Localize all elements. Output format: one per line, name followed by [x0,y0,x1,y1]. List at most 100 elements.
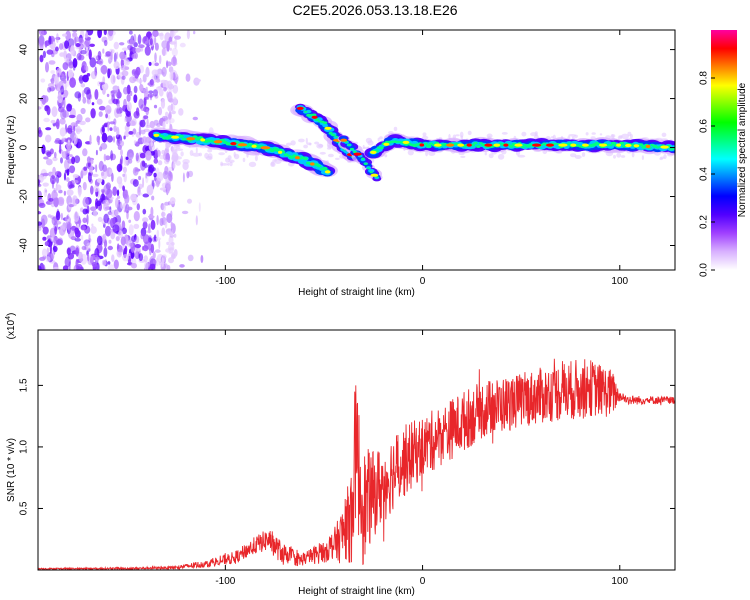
noise-speckle [192,116,198,121]
noise-speckle [55,184,62,191]
halo-speckle [175,148,184,151]
noise-speckle [103,247,108,258]
halo-speckle [591,132,596,135]
noise-speckle [48,60,56,65]
halo-speckle [570,153,577,158]
halo-speckle [204,152,209,159]
noise-speckle [103,213,109,224]
noise-speckle [116,138,120,147]
noise-speckle [103,184,111,195]
noise-speckle [75,43,81,47]
noise-speckle [49,243,53,254]
noise-speckle [90,185,94,195]
noise-speckle [144,260,149,270]
noise-speckle [149,248,152,256]
noise-speckle [86,156,91,164]
noise-speckle [151,195,155,201]
noise-speckle [68,204,75,208]
halo-speckle [365,137,372,144]
noise-speckle [106,93,110,98]
y-tick-label: 20 [19,93,30,105]
noise-speckle [65,30,71,41]
halo-speckle [270,161,275,167]
noise-speckle [55,210,61,221]
noise-speckle [115,197,119,209]
halo-speckle [272,159,277,162]
noise-speckle [61,138,64,145]
noise-speckle [87,253,90,262]
noise-speckle [133,94,138,103]
halo-speckle [309,142,312,146]
noise-speckle [112,75,116,83]
noise-speckle [78,75,84,84]
noise-speckle [166,213,173,224]
noise-speckle [135,152,139,162]
trace-blob [369,171,373,174]
noise-speckle [129,90,133,97]
hot-spot [237,143,248,147]
noise-speckle [121,70,129,77]
halo-speckle [165,145,170,148]
noise-speckle [64,57,70,63]
noise-speckle [154,36,157,46]
noise-speckle [103,260,107,266]
noise-speckle [142,208,147,215]
noise-speckle [57,199,65,206]
colorbar-tick-label: 0.2 [699,215,710,229]
noise-speckle [123,135,126,140]
noise-speckle [113,136,115,143]
noise-speckle [62,110,69,118]
trace-blob [520,145,525,149]
halo-speckle [228,159,235,163]
noise-speckle [115,210,120,216]
noise-speckle [45,134,52,143]
noise-speckle [133,140,137,144]
spectrogram-field [38,30,675,270]
noise-speckle [46,49,54,55]
noise-speckle [140,160,146,171]
noise-speckle [144,45,151,56]
noise-speckle [145,66,150,78]
noise-speckle [59,143,62,155]
noise-speckle [58,189,63,194]
noise-speckle [139,152,146,159]
halo-speckle [467,130,472,136]
noise-speckle [134,244,141,249]
noise-speckle [169,234,175,238]
noise-speckle [171,252,177,259]
noise-speckle [149,120,155,129]
noise-speckle [150,94,152,101]
noise-speckle [169,47,172,51]
noise-speckle [38,190,42,200]
halo-speckle [220,161,224,167]
noise-speckle [160,79,167,84]
noise-speckle [115,236,120,242]
noise-speckle [39,42,44,51]
noise-speckle [82,90,85,99]
noise-speckle [148,90,154,94]
noise-speckle [93,210,98,217]
noise-speckle [75,229,81,238]
noise-speckle [155,257,159,267]
noise-speckle [105,182,111,190]
noise-speckle [41,94,47,105]
noise-speckle [161,66,167,77]
noise-speckle [68,165,76,174]
noise-speckle [63,190,66,196]
noise-speckle [45,62,49,73]
noise-speckle [138,125,142,136]
y-tick-label: 0.5 [19,501,30,515]
halo-speckle [180,151,184,157]
noise-speckle [82,208,88,215]
noise-speckle [156,229,160,239]
halo-speckle [599,133,603,136]
noise-speckle [139,84,144,92]
noise-speckle [57,237,63,246]
noise-speckle [157,160,163,166]
noise-speckle [106,135,113,143]
noise-speckle [63,79,67,84]
noise-speckle [68,114,76,119]
trace-blob [655,146,660,149]
noise-speckle [101,171,105,177]
noise-speckle [87,172,92,183]
